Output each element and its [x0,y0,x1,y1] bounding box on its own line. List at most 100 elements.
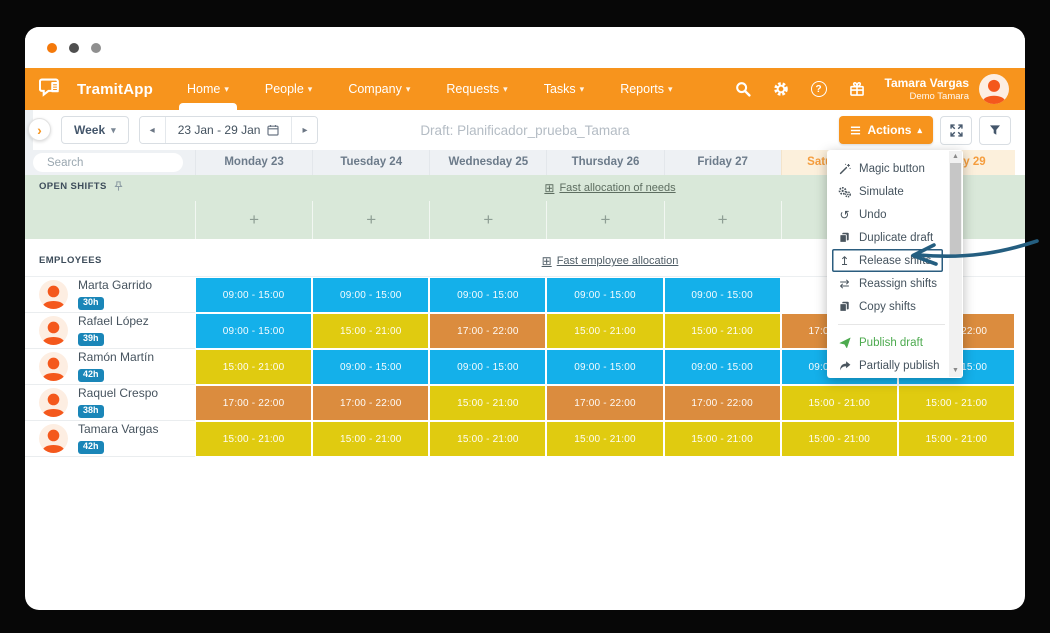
table-row: Raquel Crespo 38h 17:00 - 22:00 17:00 - 22:… [25,385,1015,421]
shift-cell[interactable]: 15:00 - 21:00 [664,422,780,456]
shift-cell[interactable]: 15:00 - 21:00 [313,422,429,456]
date-range-button[interactable]: 23 Jan - 29 Jan [164,117,293,143]
next-week-button[interactable]: ▸ [292,117,318,143]
scroll-up-icon[interactable]: ▲ [952,153,959,160]
shift-cell[interactable]: 17:00 - 22:00 [547,386,663,420]
user-menu[interactable]: Tamara Vargas Demo Tamara [885,76,970,103]
add-open-shift-monday[interactable]: + [195,201,312,239]
employee-cell[interactable]: Tamara Vargas 42h [25,421,195,457]
shift-cell[interactable]: 09:00 - 15:00 [196,314,312,348]
shift-cell[interactable]: 15:00 - 21:00 [430,422,546,456]
hours-badge: 42h [78,368,104,382]
window-dot-dark[interactable] [69,42,79,53]
shift-cell[interactable]: 09:00 - 15:00 [664,350,780,384]
nav-item-company[interactable]: Company ▾ [348,68,410,110]
add-open-shift-wednesday[interactable]: + [429,201,546,239]
help-icon[interactable]: ? [810,81,827,97]
chevron-up-icon: ▴ [917,124,922,135]
shift-cell[interactable]: 09:00 - 15:00 [196,278,312,312]
fast-employee-allocation-link[interactable]: ⊞ Fast employee allocation [541,254,679,268]
shift-cell[interactable]: 09:00 - 15:00 [430,278,546,312]
calendar-icon [267,124,280,136]
add-open-shift-tuesday[interactable]: + [312,201,429,239]
menu-item-undo[interactable]: ↺ Undo [827,203,945,226]
employee-cell[interactable]: Rafael López 39h [25,313,195,349]
chevron-down-icon: ▾ [503,83,508,94]
shift-cell[interactable]: 15:00 - 21:00 [781,422,897,456]
list-icon [850,125,861,136]
nav-item-home[interactable]: Home ▾ [179,68,237,110]
shift-cell[interactable]: 17:00 - 22:00 [313,386,429,420]
nav-item-tasks[interactable]: Tasks ▾ [544,68,584,110]
menu-item-reassign-shifts[interactable]: ⇄ Reassign shifts [827,272,945,295]
menu-scrollbar[interactable]: ▲ ▼ [949,151,962,377]
filter-button[interactable] [979,115,1011,145]
employee-cell[interactable]: Ramón Martín 42h [25,349,195,385]
app-window: TramitApp Home ▾ People ▾ Company ▾ Requests ▾ T… [25,27,1025,610]
shift-cell[interactable]: 15:00 - 21:00 [781,386,897,420]
shift-cell[interactable]: 15:00 - 21:00 [430,386,546,420]
search-input[interactable] [33,153,183,172]
swap-icon: ⇄ [839,276,850,291]
shift-cell[interactable]: 15:00 - 21:00 [547,422,663,456]
gift-icon[interactable] [849,81,865,97]
sidebar-expand-button[interactable]: › [28,118,51,141]
avatar [39,316,68,345]
menu-item-copy-shifts[interactable]: Copy shifts [827,295,945,318]
add-open-shift-thursday[interactable]: + [546,201,663,239]
shift-cell[interactable]: 17:00 - 22:00 [196,386,312,420]
prev-week-button[interactable]: ◂ [139,117,165,143]
shift-cell[interactable]: 15:00 - 21:00 [898,386,1014,420]
shift-cell[interactable]: 09:00 - 15:00 [664,278,780,312]
menu-item-publish-draft[interactable]: Publish draft [827,331,945,354]
employee-cell[interactable]: Marta Garrido 30h [25,277,195,313]
tramitapp-logo-icon [39,76,71,102]
menu-item-magic-button[interactable]: Magic button [827,157,945,180]
menu-divider [838,324,945,325]
shift-cell[interactable]: 15:00 - 21:00 [313,314,429,348]
window-dot-orange[interactable] [47,42,57,53]
shift-cell[interactable]: 09:00 - 15:00 [313,278,429,312]
menu-item-simulate[interactable]: Simulate [827,180,945,203]
add-open-shift-friday[interactable]: + [663,201,781,239]
nav-item-people[interactable]: People ▾ [265,68,312,110]
shift-cell[interactable]: 15:00 - 21:00 [898,422,1014,456]
chevron-down-icon: ▾ [579,83,585,94]
shift-cell[interactable]: 09:00 - 15:00 [430,350,546,384]
shift-cell[interactable]: 09:00 - 15:00 [547,278,663,312]
shift-cell[interactable]: 15:00 - 21:00 [196,422,312,456]
nav-item-requests[interactable]: Requests ▾ [446,68,507,110]
actions-label: Actions [867,123,912,137]
user-avatar[interactable] [979,74,1009,104]
shift-cell[interactable]: 17:00 - 22:00 [664,386,780,420]
shift-cell[interactable]: 09:00 - 15:00 [547,350,663,384]
release-icon: ↥ [839,253,850,268]
actions-button[interactable]: Actions ▴ [839,116,933,144]
shift-cell[interactable]: 17:00 - 22:00 [430,314,546,348]
employee-name: Marta Garrido [78,278,153,293]
open-shifts-spacer [25,201,195,239]
nav-item-label: Tasks [543,82,576,96]
shift-cell[interactable]: 15:00 - 21:00 [664,314,780,348]
menu-item-label: Undo [859,208,887,221]
settings-icon[interactable] [773,81,789,97]
app-logo[interactable]: TramitApp [39,76,153,102]
window-dot-gray[interactable] [91,42,101,53]
nav-item-label: People [264,82,304,96]
scroll-down-icon[interactable]: ▼ [952,367,959,374]
pin-icon[interactable] [113,181,124,192]
view-mode-select[interactable]: Week ▾ [61,116,129,144]
fast-allocation-link[interactable]: ⊞ Fast allocation of needs [544,181,676,195]
shift-cell[interactable]: 09:00 - 15:00 [313,350,429,384]
scrollbar-thumb[interactable] [950,163,961,255]
search-icon[interactable] [735,81,751,97]
employee-cell[interactable]: Raquel Crespo 38h [25,385,195,421]
fullscreen-button[interactable] [940,115,972,145]
shift-cell[interactable]: 15:00 - 21:00 [196,350,312,384]
nav-item-reports[interactable]: Reports ▾ [620,68,672,110]
menu-item-duplicate-draft[interactable]: Duplicate draft [827,226,945,249]
shift-cell[interactable]: 15:00 - 21:00 [547,314,663,348]
menu-item-partially-publish[interactable]: Partially publish [827,354,945,377]
menu-item-release-shifts[interactable]: ↥ Release shifts [832,249,943,272]
